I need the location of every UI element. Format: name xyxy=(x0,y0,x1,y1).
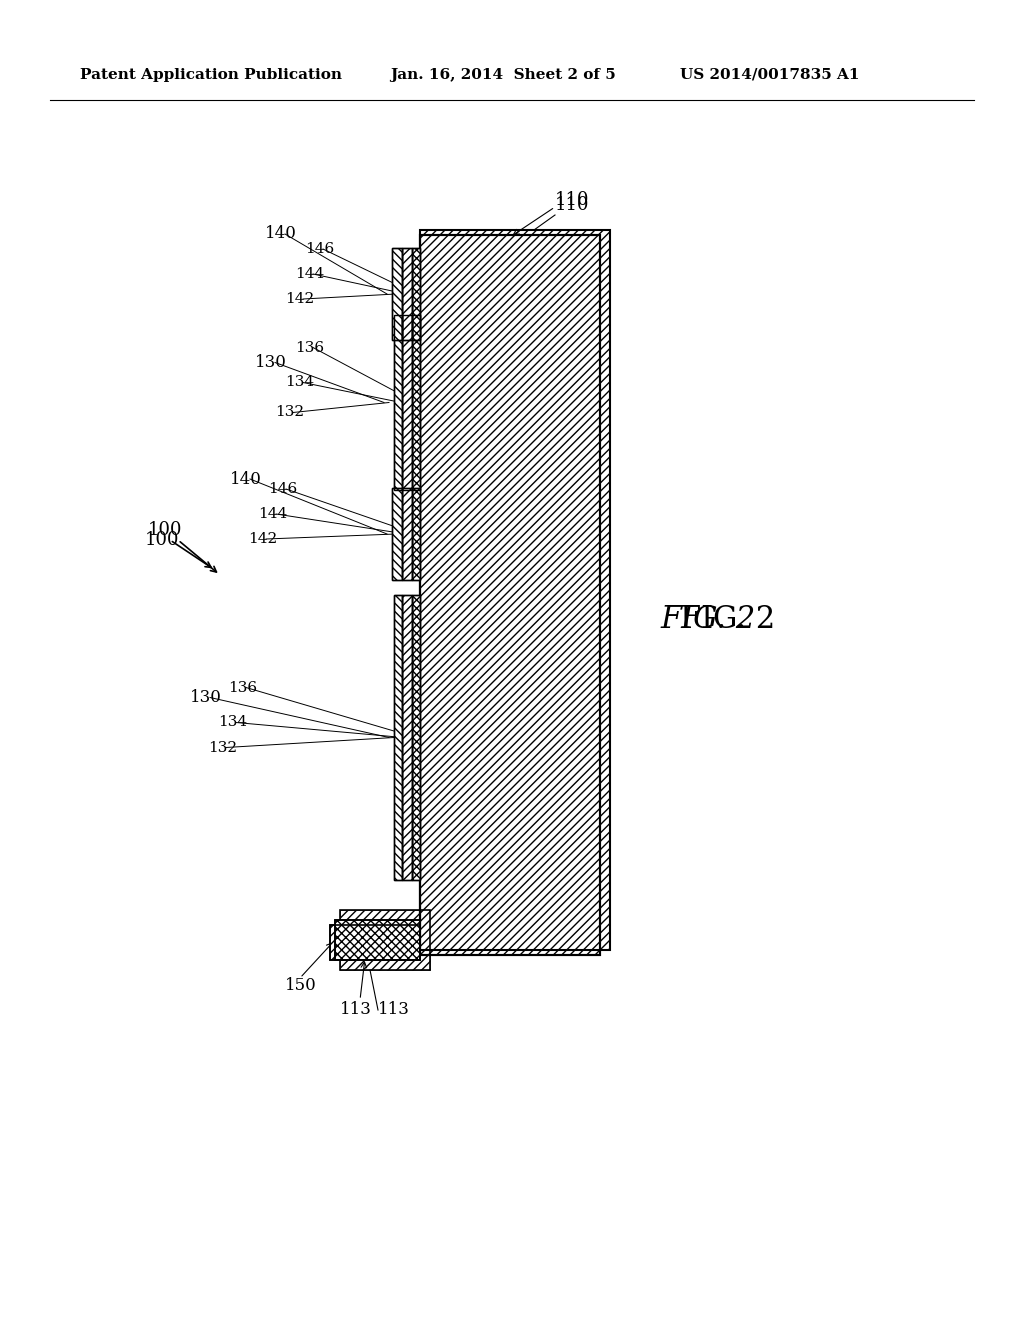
Bar xyxy=(330,925,420,960)
Bar xyxy=(412,248,420,341)
Bar xyxy=(412,595,420,880)
Bar xyxy=(394,595,402,880)
Bar xyxy=(412,488,420,579)
Bar xyxy=(402,315,412,490)
Text: 134: 134 xyxy=(218,715,247,730)
Text: 136: 136 xyxy=(295,341,325,355)
Text: 100: 100 xyxy=(145,531,179,549)
Text: FIG. 2: FIG. 2 xyxy=(660,605,756,635)
Text: 146: 146 xyxy=(305,242,334,256)
Bar xyxy=(330,925,420,960)
Text: 113: 113 xyxy=(378,1002,410,1019)
Text: 110: 110 xyxy=(555,195,590,214)
Text: 146: 146 xyxy=(268,482,297,496)
Text: 142: 142 xyxy=(285,292,314,306)
Text: 134: 134 xyxy=(285,375,314,389)
Bar xyxy=(340,909,430,970)
Bar xyxy=(335,920,420,960)
Text: Jan. 16, 2014  Sheet 2 of 5: Jan. 16, 2014 Sheet 2 of 5 xyxy=(390,69,615,82)
Bar xyxy=(394,595,402,880)
Bar xyxy=(392,488,402,579)
Bar xyxy=(402,595,412,880)
Text: 132: 132 xyxy=(275,405,304,420)
Text: 142: 142 xyxy=(248,532,278,546)
Text: FIG. 2: FIG. 2 xyxy=(680,605,775,635)
Text: 130: 130 xyxy=(190,689,222,706)
Text: 130: 130 xyxy=(255,354,287,371)
Bar xyxy=(335,920,420,960)
Bar xyxy=(340,909,430,970)
Text: US 2014/0017835 A1: US 2014/0017835 A1 xyxy=(680,69,859,82)
Bar xyxy=(392,248,402,341)
Text: Patent Application Publication: Patent Application Publication xyxy=(80,69,342,82)
Bar xyxy=(412,315,420,490)
Text: 140: 140 xyxy=(265,226,297,243)
Bar xyxy=(402,595,412,880)
Bar xyxy=(394,315,402,490)
Text: 144: 144 xyxy=(258,507,288,521)
Bar xyxy=(402,248,412,341)
Text: 150: 150 xyxy=(285,977,316,994)
Text: 110: 110 xyxy=(555,191,590,209)
Bar xyxy=(402,488,412,579)
Bar xyxy=(402,488,412,579)
Bar xyxy=(420,230,610,950)
Bar xyxy=(412,315,420,490)
Text: 136: 136 xyxy=(228,681,257,694)
Bar xyxy=(402,315,412,490)
Bar xyxy=(412,248,420,341)
Bar xyxy=(420,235,600,954)
Bar xyxy=(392,248,402,341)
Bar xyxy=(392,488,402,579)
Bar xyxy=(420,235,600,954)
Bar xyxy=(412,595,420,880)
Text: 140: 140 xyxy=(230,470,262,487)
Bar xyxy=(394,315,402,490)
Text: 144: 144 xyxy=(295,267,325,281)
Bar xyxy=(412,488,420,579)
Text: 100: 100 xyxy=(148,521,182,539)
Text: 113: 113 xyxy=(340,1002,372,1019)
Text: 132: 132 xyxy=(208,741,238,755)
Bar xyxy=(402,248,412,341)
Bar xyxy=(420,230,610,950)
